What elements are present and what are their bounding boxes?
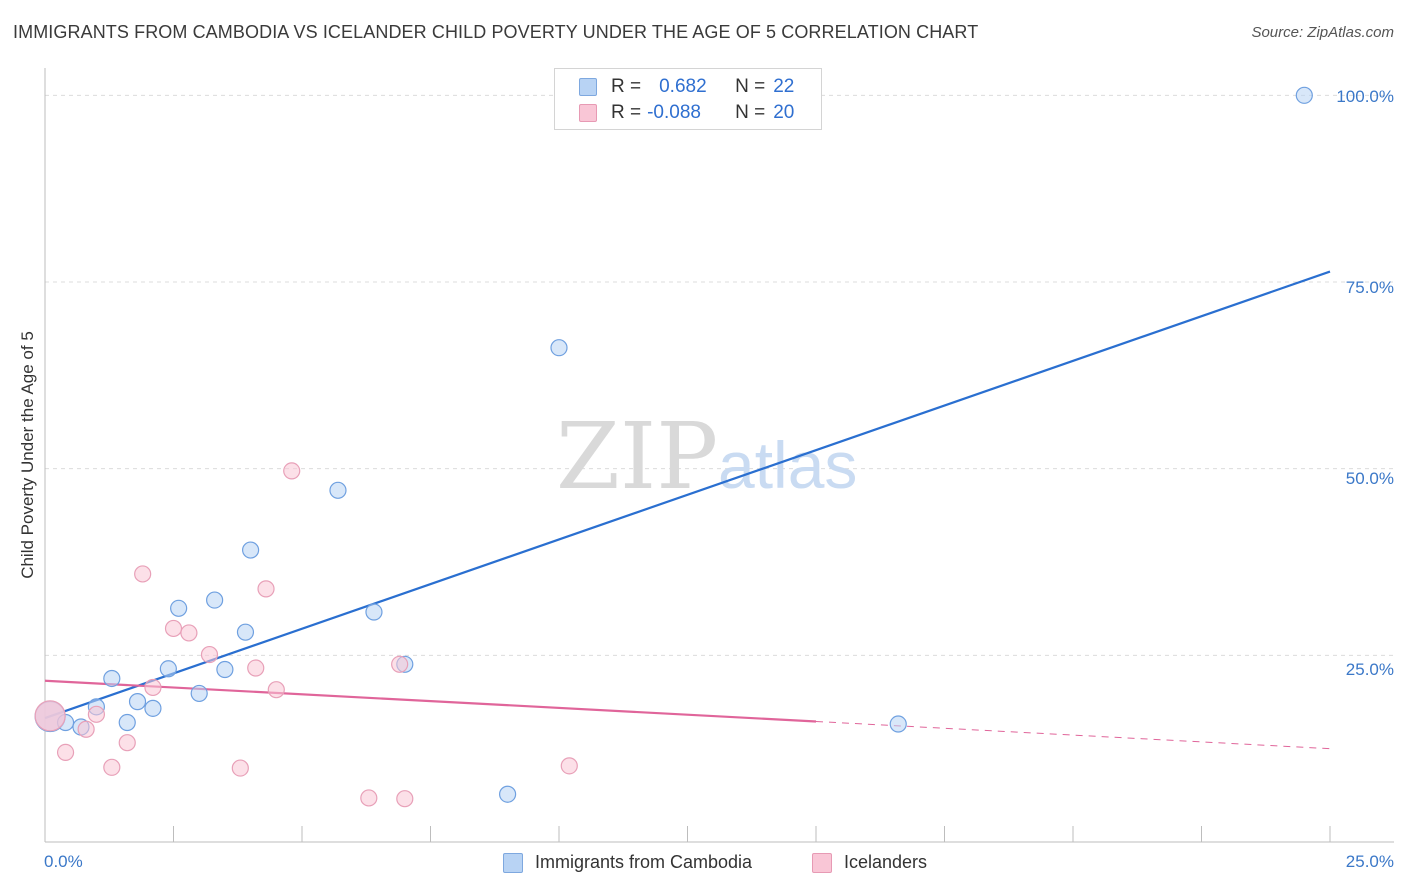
data-point-series-0-15 <box>329 481 347 499</box>
data-point-series-0-4 <box>103 669 121 688</box>
data-point-series-1-5 <box>118 734 136 752</box>
trend-line-series-1 <box>44 679 817 723</box>
data-point-series-1-8 <box>164 619 183 638</box>
x-tick-label-max: 25.0% <box>1345 852 1394 871</box>
watermark: ZIP atlas <box>556 403 857 510</box>
legend-row-cambodia: R = 0.682 N = 22 <box>579 74 794 100</box>
data-point-series-1-3 <box>87 705 106 723</box>
data-point-series-1-2 <box>77 720 95 738</box>
legend-swatch-blue <box>579 78 597 96</box>
y-tick-label-50: 50.0% <box>1345 469 1394 488</box>
y-tick-label-25: 25.0% <box>1345 660 1394 679</box>
data-point-series-0-21 <box>1295 86 1313 104</box>
data-point-series-0-6 <box>128 693 147 711</box>
data-point-series-0-19 <box>550 339 568 357</box>
data-point-series-0-10 <box>190 684 208 703</box>
legend-r-value: 0.682 <box>659 76 707 97</box>
y-tick-label-100: 100.0% <box>1336 87 1394 106</box>
data-point-series-1-7 <box>144 678 162 697</box>
series-legend-cambodia: Immigrants from Cambodia <box>503 852 752 873</box>
y-tick-label-75: 75.0% <box>1345 278 1394 297</box>
data-point-series-0-16 <box>365 603 383 621</box>
series-label-cambodia: Immigrants from Cambodia <box>535 852 753 872</box>
trend-lines <box>44 270 1331 750</box>
data-point-series-1-12 <box>247 659 265 677</box>
data-point-series-1-9 <box>180 624 198 642</box>
data-point-series-1-4 <box>103 758 121 776</box>
series-legend-icelanders: Icelanders <box>812 852 927 873</box>
data-point-series-0-9 <box>170 599 188 617</box>
legend-n-value: 20 <box>773 102 795 123</box>
data-point-series-0-5 <box>118 713 136 732</box>
series-swatch-pink <box>812 852 832 873</box>
data-point-series-1-17 <box>391 655 409 673</box>
gridlines <box>45 94 1394 656</box>
data-point-series-1-11 <box>231 759 249 777</box>
data-point-series-1-16 <box>360 789 378 807</box>
data-point-series-1-18 <box>396 790 414 808</box>
series-swatch-blue <box>503 852 523 873</box>
data-point-series-0-20 <box>889 715 907 733</box>
legend-r-label: R = <box>611 76 642 97</box>
data-point-series-0-14 <box>242 541 260 559</box>
legend-row-icelanders: R = -0.088 N = 20 <box>579 100 794 126</box>
legend-n-value: 22 <box>773 76 795 97</box>
data-point-series-1-1 <box>56 743 75 762</box>
chart-title: IMMIGRANTS FROM CAMBODIA VS ICELANDER CH… <box>13 22 979 42</box>
legend-r-value: -0.088 <box>647 102 701 123</box>
data-point-series-1-10 <box>200 645 219 664</box>
trend-line-series-0 <box>44 270 1331 720</box>
legend-r-label: R = <box>611 102 642 123</box>
x-tick-label-min: 0.0% <box>44 852 83 871</box>
data-point-series-1-6 <box>134 565 152 583</box>
data-point-series-0-18 <box>499 785 517 803</box>
data-point-series-0-13 <box>236 623 255 641</box>
legend-n-label: N = <box>735 76 766 97</box>
legend-n-label: N = <box>735 102 766 123</box>
watermark-zip: ZIP <box>556 403 718 510</box>
data-point-series-0-12 <box>216 660 234 679</box>
data-point-series-1-19 <box>560 757 578 775</box>
legend-swatch-pink <box>579 104 597 122</box>
watermark-atlas: atlas <box>718 428 857 502</box>
data-point-series-1-0 <box>34 700 66 732</box>
data-points <box>34 86 1313 808</box>
data-point-series-0-8 <box>159 660 177 678</box>
data-point-series-0-11 <box>206 591 224 609</box>
data-point-series-1-14 <box>267 681 285 699</box>
correlation-legend: R = 0.682 N = 22 R = -0.088 N = 20 <box>554 68 822 130</box>
data-point-series-1-13 <box>257 580 275 598</box>
series-label-icelanders: Icelanders <box>844 852 928 872</box>
data-point-series-1-15 <box>283 462 301 480</box>
data-point-series-0-7 <box>144 699 162 717</box>
source-label: Source: ZipAtlas.com <box>1251 24 1394 41</box>
